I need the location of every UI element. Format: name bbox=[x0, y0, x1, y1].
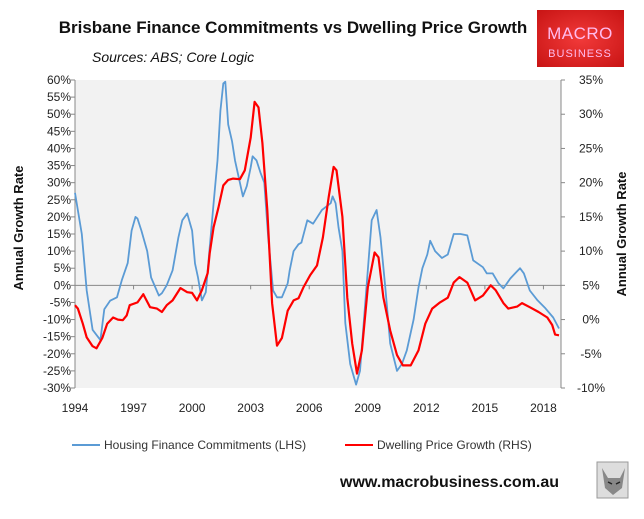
y-tick-label-left: -15% bbox=[43, 330, 71, 344]
series-lines bbox=[74, 80, 560, 386]
legend: Housing Finance Commitments (LHS) Dwelli… bbox=[72, 438, 532, 452]
x-tick-label: 2015 bbox=[472, 401, 499, 415]
y-tick-label-left: 55% bbox=[47, 90, 71, 104]
legend-label-finance: Housing Finance Commitments (LHS) bbox=[104, 438, 306, 452]
y-tick-label-left: -20% bbox=[43, 347, 71, 361]
footer-url: www.macrobusiness.com.au bbox=[339, 474, 559, 491]
y-tick-label-left: 5% bbox=[54, 261, 72, 275]
y-axis-title-right: Annual Growth Rate bbox=[614, 172, 629, 297]
y-tick-label-left: 25% bbox=[47, 193, 71, 207]
y-tick-label-right: 30% bbox=[579, 107, 603, 121]
logo-line1: MACRO bbox=[547, 24, 613, 43]
plot-area bbox=[75, 80, 561, 388]
x-tick-label: 2012 bbox=[413, 401, 440, 415]
x-tick-label: 2006 bbox=[296, 401, 323, 415]
y-tick-label-left: 10% bbox=[47, 244, 71, 258]
fox-icon bbox=[596, 461, 629, 499]
x-tick-label: 2018 bbox=[530, 401, 557, 415]
y-tick-label-left: 35% bbox=[47, 159, 71, 173]
y-tick-label-left: 20% bbox=[47, 210, 71, 224]
legend-label-price: Dwelling Price Growth (RHS) bbox=[377, 438, 532, 452]
y-tick-label-right: -5% bbox=[580, 347, 602, 361]
y-tick-label-right: -10% bbox=[577, 381, 605, 395]
y-tick-label-left: 45% bbox=[47, 124, 71, 138]
series-line-housing-finance bbox=[74, 80, 560, 386]
y-tick-label-right: 10% bbox=[579, 244, 603, 258]
y-tick-label-left: 15% bbox=[47, 227, 71, 241]
y-tick-label-right: 25% bbox=[579, 141, 603, 155]
x-tick-label: 1997 bbox=[120, 401, 147, 415]
chart-subtitle: Sources: ABS; Core Logic bbox=[92, 49, 254, 65]
x-tick-label: 2003 bbox=[237, 401, 264, 415]
chart-title: Brisbane Finance Commitments vs Dwelling… bbox=[59, 18, 528, 37]
y-tick-label-left: 0% bbox=[54, 278, 72, 292]
x-tick-label: 1994 bbox=[62, 401, 89, 415]
y-tick-label-left: 40% bbox=[47, 141, 71, 155]
y-tick-label-right: 15% bbox=[579, 210, 603, 224]
macro-business-logo: MACRO BUSINESS bbox=[537, 10, 624, 67]
series-line-dwelling-price bbox=[74, 100, 560, 375]
y-tick-label-right: 35% bbox=[579, 73, 603, 87]
logo-line2: BUSINESS bbox=[548, 48, 612, 60]
y-tick-label-right: 0% bbox=[582, 313, 600, 327]
y-tick-label-left: -5% bbox=[50, 295, 72, 309]
axes: 60% 55% 50% 45% 40% 35% 30% 25% 20% 15% 10% 5% 0% -5%… bbox=[43, 73, 605, 415]
y-tick-label-left: -10% bbox=[43, 313, 71, 327]
y-tick-label-left: -25% bbox=[43, 364, 71, 378]
y-tick-label-right: 20% bbox=[579, 176, 603, 190]
y-tick-label-left: 30% bbox=[47, 176, 71, 190]
x-tick-label: 2009 bbox=[354, 401, 381, 415]
y-tick-label-left: -30% bbox=[43, 381, 71, 395]
y-tick-label-left: 50% bbox=[47, 107, 71, 121]
y-axis-title-left: Annual Growth Rate bbox=[11, 166, 26, 291]
y-tick-label-left: 60% bbox=[47, 73, 71, 87]
x-tick-label: 2000 bbox=[179, 401, 206, 415]
y-tick-label-right: 5% bbox=[582, 278, 600, 292]
